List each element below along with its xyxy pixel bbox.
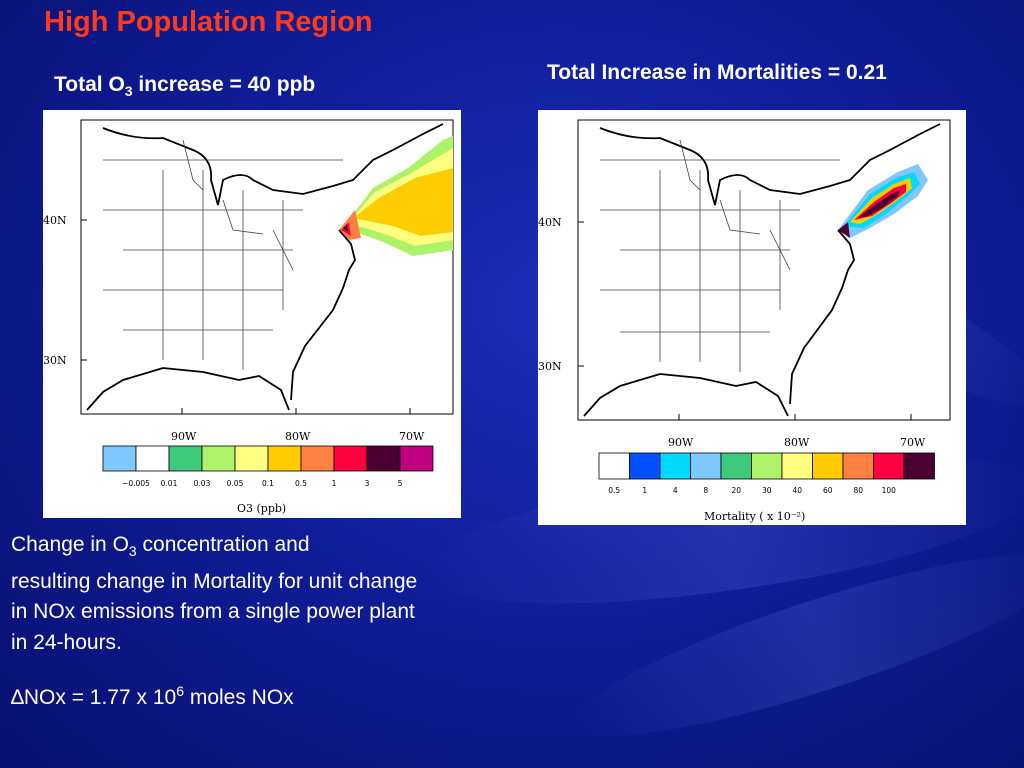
mortality-colorbar-tick-label: 30 (762, 486, 772, 495)
ozone-map: 40N 30N 90W 80W 70W −0.005 0.01 0.03 0.05 0.… (43, 119, 454, 515)
mortality-map-panel: 40N 30N 90W 80W 70W 0.5 1 4 8 20 30 40 60 80 100 … (538, 110, 966, 525)
mortality-colorbar-tick-label: 80 (853, 486, 863, 495)
ozone-colorbar-swatch (102, 445, 137, 472)
mortality-colorbar-swatch (720, 452, 752, 480)
delta-sup: 6 (176, 683, 184, 699)
mortality-colorbar-tick-label: 0.5 (608, 486, 620, 495)
ozone-colorbar-swatch (333, 445, 368, 472)
mortality-colorbar-tick-label: 20 (731, 486, 741, 495)
lat-label-30n: 30N (538, 360, 562, 373)
ozone-colorbar-swatch (234, 445, 269, 472)
caption-line-1-pre: Change in O (11, 533, 129, 556)
mortality-colorbar-ticks: 0.5 1 4 8 20 30 40 60 80 100 (608, 486, 896, 495)
ozone-colorbar-swatch (267, 445, 302, 472)
ozone-colorbar-tick-label: 0.01 (161, 479, 178, 488)
lon-label-70w: 70W (900, 436, 926, 449)
ozone-colorbar-tick-label: 0.05 (227, 479, 244, 488)
mortality-colorbar-swatch (690, 452, 722, 480)
mortality-colorbar-swatch (873, 452, 905, 480)
lon-label-70w: 70W (399, 430, 425, 443)
mortality-colorbar-tick-label: 4 (673, 486, 678, 495)
ozone-colorbar-swatch (399, 445, 434, 472)
delta-pre: NOx = 1.77 x 10 (23, 686, 177, 709)
caption-line-1: Change in O3 concentration and (11, 530, 511, 567)
ozone-colorbar-tick-label: 0.03 (194, 479, 211, 488)
ozone-colorbar-tick-label: 0.1 (262, 479, 274, 488)
ozone-colorbar-tick-label: 5 (398, 479, 403, 488)
caption-line-3: in NOx emissions from a single power pla… (11, 600, 415, 624)
lon-label-80w: 80W (285, 430, 311, 443)
ozone-colorbar-tick-label: 1 (332, 479, 337, 488)
lon-label-90w: 90W (171, 430, 197, 443)
slide-title: High Population Region (44, 6, 373, 38)
left-heading: Total O3 increase = 40 ppb (54, 73, 315, 99)
mortality-colorbar (598, 452, 935, 480)
delta-post: moles NOx (184, 686, 294, 709)
mortality-map: 40N 30N 90W 80W 70W 0.5 1 4 8 20 30 40 60 80 100 … (538, 119, 951, 523)
left-heading-post: increase = 40 ppb (132, 73, 316, 96)
mortality-colorbar-tick-label: 100 (882, 486, 897, 495)
caption-line-4: in 24-hours. (11, 630, 122, 654)
ozone-colorbar-label: O3 (ppb) (237, 502, 286, 515)
ozone-colorbar (102, 445, 434, 472)
right-heading: Total Increase in Mortalities = 0.21 (547, 61, 887, 84)
ozone-colorbar-tick-label: −0.005 (122, 479, 150, 488)
mortality-colorbar-swatch (812, 452, 844, 480)
mortality-colorbar-swatch (751, 452, 783, 480)
nox-delta: ∆NOx = 1.77 x 106 moles NOx (11, 683, 294, 710)
lat-label-30n: 30N (43, 354, 67, 367)
left-heading-pre: Total O (54, 73, 125, 96)
mortality-colorbar-swatch (629, 452, 661, 480)
mortality-colorbar-swatch (659, 452, 691, 480)
mortality-colorbar-swatch (781, 452, 813, 480)
ozone-colorbar-ticks: −0.005 0.01 0.03 0.05 0.1 0.5 1 3 5 (122, 479, 402, 488)
mortality-colorbar-tick-label: 60 (823, 486, 833, 495)
mortality-colorbar-swatch (903, 452, 935, 480)
caption: Change in O3 concentration and resulting… (11, 530, 511, 658)
caption-line-1-sub: 3 (128, 543, 137, 560)
mortality-colorbar-tick-label: 8 (703, 486, 708, 495)
mortality-colorbar-swatch (842, 452, 874, 480)
lon-label-80w: 80W (784, 436, 810, 449)
ozone-map-panel: 40N 30N 90W 80W 70W −0.005 0.01 0.03 0.05 0.… (43, 110, 461, 518)
lat-label-40n: 40N (538, 216, 562, 229)
caption-line-1-post: concentration and (136, 533, 310, 556)
delta-symbol: ∆ (11, 686, 24, 709)
ozone-colorbar-swatch (201, 445, 236, 472)
ozone-colorbar-swatch (135, 445, 170, 472)
left-heading-sub: 3 (124, 83, 133, 100)
ozone-colorbar-tick-label: 3 (365, 479, 370, 488)
ozone-colorbar-tick-label: 0.5 (295, 479, 307, 488)
ozone-colorbar-swatch (366, 445, 401, 472)
lat-label-40n: 40N (43, 214, 67, 227)
ozone-colorbar-swatch (168, 445, 203, 472)
mortality-colorbar-label: Mortality ( x 10⁻²) (704, 510, 805, 523)
ozone-colorbar-swatch (300, 445, 335, 472)
lon-label-90w: 90W (668, 436, 694, 449)
caption-line-2: resulting change in Mortality for unit c… (11, 569, 418, 593)
mortality-colorbar-tick-label: 40 (792, 486, 802, 495)
mortality-colorbar-tick-label: 1 (642, 486, 647, 495)
mortality-colorbar-swatch (598, 452, 630, 480)
